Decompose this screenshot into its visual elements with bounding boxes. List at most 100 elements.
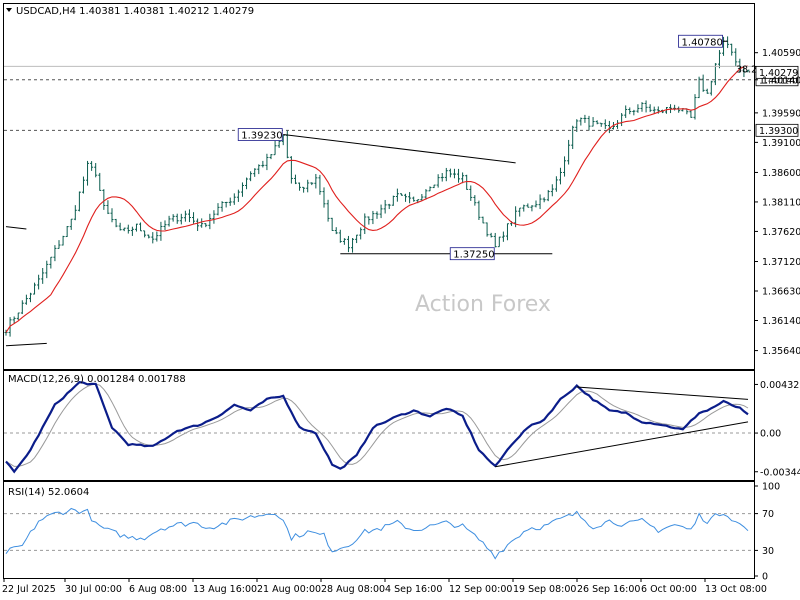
macd-series (4, 381, 754, 474)
macd-label: MACD(12,26,9) 0.001284 0.001788 (8, 374, 186, 385)
price-bar (632, 109, 636, 116)
price-bar (542, 197, 546, 203)
price-bar (204, 223, 208, 228)
price-bar (281, 134, 285, 146)
macd-tick-label: -0.003444 (760, 467, 800, 478)
macd-panel (3, 370, 755, 481)
price-bar (734, 48, 738, 67)
price-bar (45, 260, 49, 279)
price-tick-label: 1.37620 (762, 227, 800, 238)
price-bar (420, 194, 424, 201)
price-annotation-label: 1.40780 (682, 37, 723, 48)
price-tick-label: 1.38110 (762, 197, 800, 208)
current-price-box (755, 65, 799, 79)
price-bar (37, 274, 41, 290)
macd-main-line (5, 381, 749, 474)
price-bar (338, 229, 342, 243)
price-bar (90, 161, 94, 171)
price-bar (57, 240, 61, 249)
price-bar (28, 292, 32, 303)
price-bar (24, 294, 28, 305)
price-bar (664, 106, 668, 114)
price-bar (599, 122, 603, 127)
rsi-line (5, 507, 749, 560)
price-bar (558, 167, 562, 185)
price-bar (163, 220, 167, 231)
watermark: Action Forex (415, 292, 551, 317)
price-bar (200, 218, 204, 228)
price-bar (314, 173, 318, 189)
level-label: 1.39300 (759, 126, 798, 137)
price-bar (257, 164, 261, 175)
price-bar (98, 172, 102, 191)
price-annotation: 1.37250 (449, 247, 495, 261)
price-bar (86, 160, 90, 186)
rsi-label: RSI(14) 52.0604 (8, 487, 89, 498)
price-bar (624, 105, 628, 118)
price-bar (122, 227, 126, 232)
price-bar (493, 232, 497, 248)
price-bar (595, 120, 599, 125)
price-bar (591, 117, 595, 127)
time-tick-label: 12 Sep 00:00 (449, 584, 512, 595)
moving-average (5, 65, 749, 333)
level-box (755, 123, 799, 137)
time-tick-label: 6 Oct 00:00 (641, 584, 697, 595)
price-bar (440, 173, 444, 182)
price-bar (408, 192, 412, 204)
price-bar (705, 88, 709, 94)
price-bar (473, 195, 477, 206)
price-bar (277, 140, 281, 148)
price-series (4, 36, 750, 337)
time-tick-label: 13 Oct 08:00 (705, 584, 767, 595)
price-bar (273, 140, 277, 156)
price-tick-label: 1.37120 (762, 257, 800, 268)
price-bar (648, 104, 652, 113)
price-bar (126, 224, 130, 234)
moving-average-line (5, 65, 749, 333)
price-annotation-label: 1.37250 (453, 250, 494, 261)
price-bar (489, 232, 493, 238)
fib-label: 38.2 (736, 64, 757, 75)
price-bar (546, 189, 550, 202)
price-bar (717, 50, 721, 69)
price-bar (412, 196, 416, 202)
collapse-triangle-icon[interactable] (6, 8, 12, 12)
rsi-series (4, 507, 754, 560)
price-tick-label: 1.40140 (762, 75, 800, 86)
rsi-tick-label: 70 (762, 509, 774, 520)
price-bar (228, 197, 232, 206)
time-tick-label: 6 Aug 08:00 (129, 584, 187, 595)
price-bar (693, 94, 697, 120)
level-label: 1.40140 (759, 75, 798, 86)
price-bar (579, 117, 583, 126)
price-bar (171, 214, 175, 222)
price-bar (77, 191, 81, 212)
price-bar (485, 222, 489, 237)
price-bar (375, 211, 379, 219)
rsi-panel (3, 481, 755, 579)
time-tick-label: 30 Jul 00:00 (65, 584, 122, 595)
price-bar (436, 174, 440, 188)
price-bar (139, 222, 143, 232)
current-price-label: 1.40279 (759, 68, 798, 79)
price-bar (518, 207, 522, 217)
price-bar (452, 168, 456, 179)
time-tick-label: 28 Aug 08:00 (321, 584, 385, 595)
price-bar (212, 210, 216, 224)
price-bar (738, 58, 742, 73)
price-bar (73, 205, 77, 221)
price-bar (469, 185, 473, 201)
price-bar (134, 223, 138, 232)
price-bar (143, 230, 147, 238)
price-bar (730, 43, 734, 56)
time-tick-label: 22 Jul 2025 (2, 584, 56, 595)
price-bar (167, 215, 171, 227)
macd-tick-label: 0.004327 (760, 380, 800, 391)
price-bar (232, 193, 236, 205)
price-bar (61, 235, 65, 246)
price-bar (351, 238, 355, 253)
price-bar (640, 102, 644, 112)
price-annotation-label: 1.39230 (241, 131, 282, 142)
